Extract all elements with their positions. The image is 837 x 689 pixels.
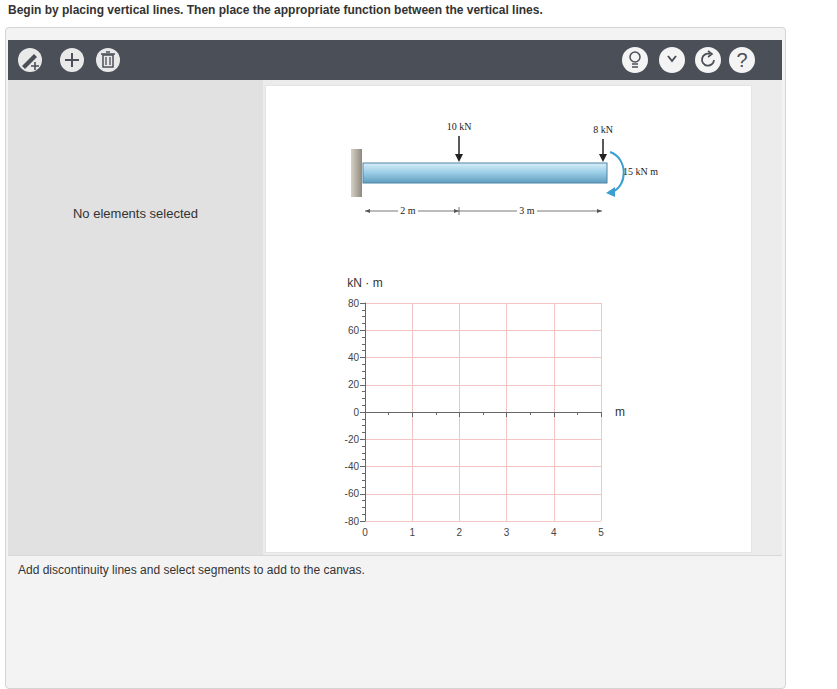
svg-text:15 kN m: 15 kN m [623, 166, 658, 177]
svg-text:40: 40 [348, 352, 360, 363]
svg-text:-40: -40 [345, 461, 360, 472]
svg-text:0: 0 [353, 407, 359, 418]
svg-text:2: 2 [457, 527, 463, 538]
svg-text:5: 5 [598, 527, 604, 538]
svg-text:3: 3 [504, 527, 510, 538]
html-text:Begin by placing vertical line: Begin by placing vertical lines. Then pl… [8, 3, 543, 17]
svg-text:-80: -80 [345, 516, 360, 527]
svg-text:kN · m: kN · m [347, 276, 382, 290]
svg-text:4: 4 [551, 527, 557, 538]
svg-text:2 m: 2 m [400, 205, 416, 216]
svg-text:10 kN: 10 kN [447, 121, 472, 132]
svg-text:-60: -60 [345, 488, 360, 499]
svg-text:m: m [615, 405, 625, 419]
svg-text:-20: -20 [345, 434, 360, 445]
svg-text:80: 80 [348, 298, 360, 309]
svg-text:0: 0 [362, 527, 368, 538]
svg-text:?: ? [736, 49, 747, 71]
svg-text:20: 20 [348, 379, 360, 390]
svg-text:8 kN: 8 kN [593, 124, 613, 135]
svg-text:60: 60 [348, 325, 360, 336]
svg-text:1: 1 [409, 527, 415, 538]
html-text:Add discontinuity lines and se: Add discontinuity lines and select segme… [18, 563, 365, 577]
html-text:No elements selected: No elements selected [73, 206, 198, 221]
svg-text:3 m: 3 m [519, 205, 535, 216]
